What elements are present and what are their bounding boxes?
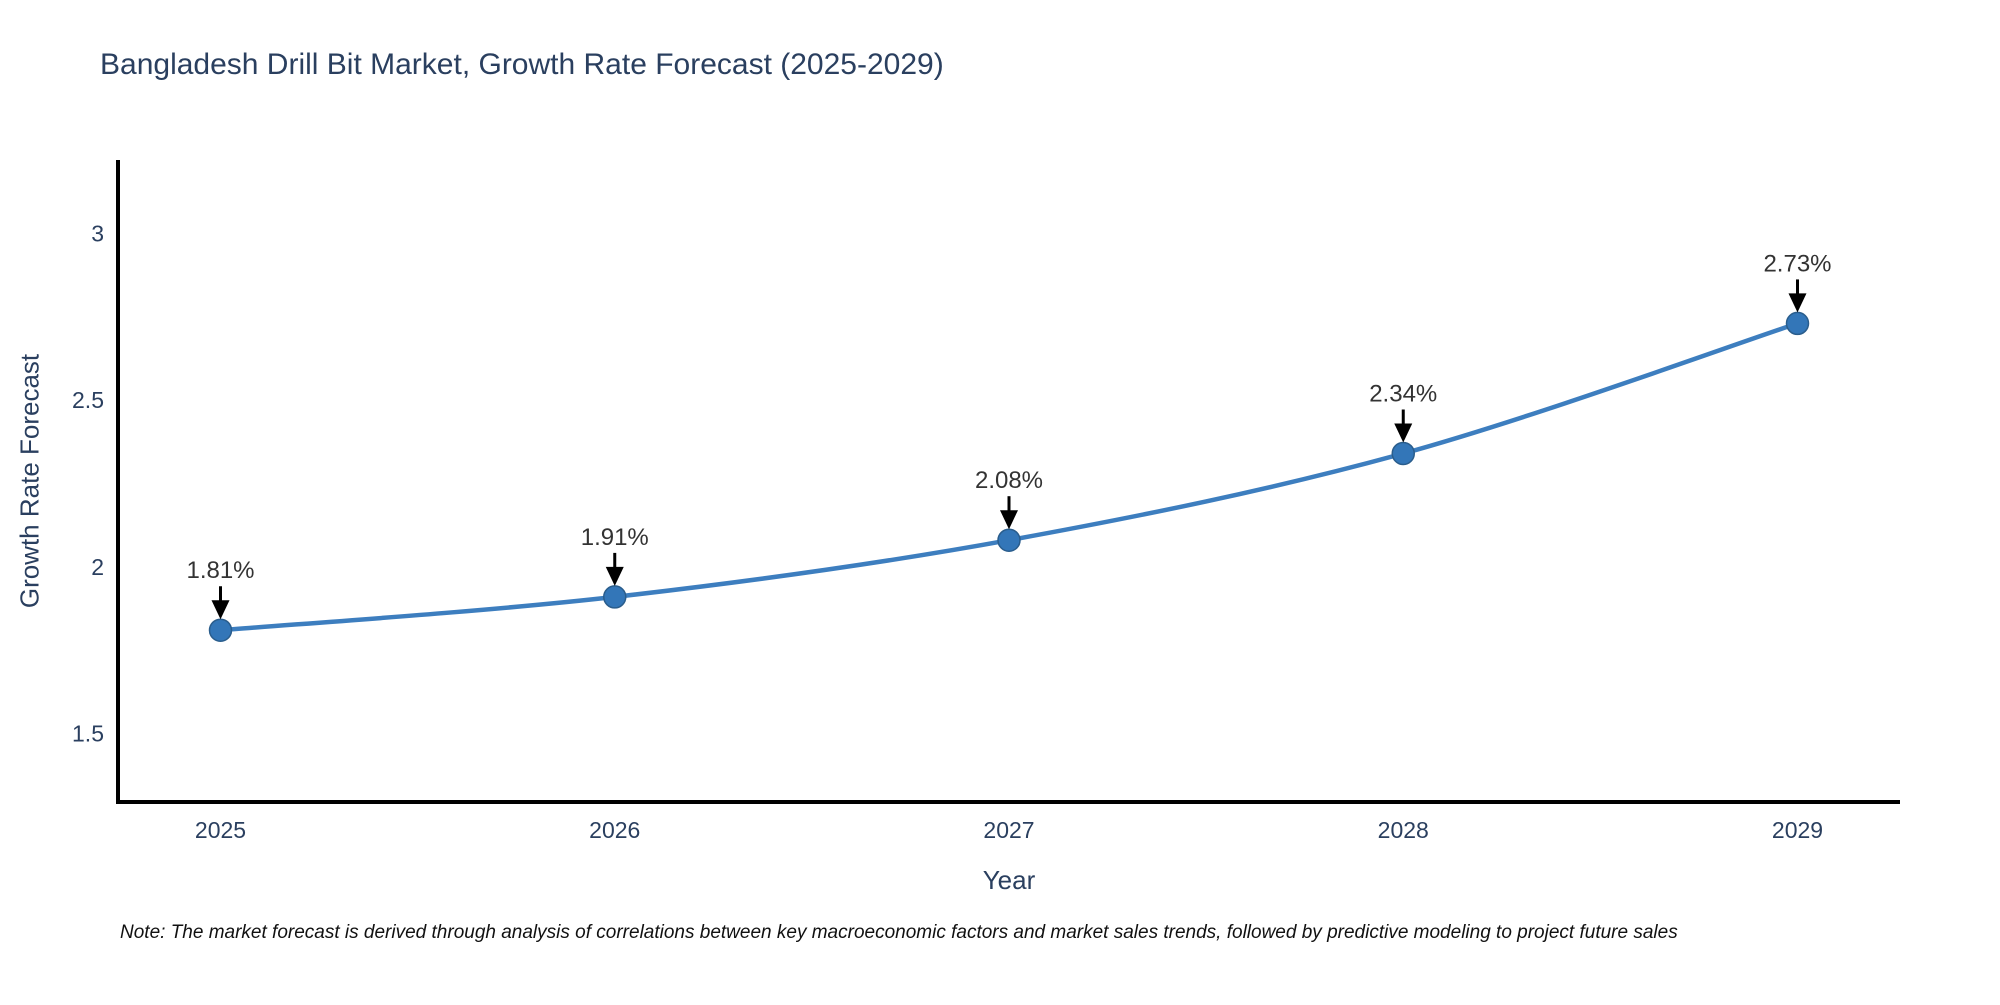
point-value-label: 2.34% (1369, 380, 1437, 407)
chart-title: Bangladesh Drill Bit Market, Growth Rate… (100, 48, 944, 81)
x-tick-label: 2027 (983, 817, 1034, 843)
data-point-marker (603, 585, 627, 609)
point-value-label: 2.08% (975, 467, 1043, 494)
data-point-marker (997, 528, 1021, 552)
y-tick-label: 3 (91, 220, 104, 246)
x-tick-label: 2025 (195, 817, 246, 843)
y-tick-label: 2.5 (72, 387, 104, 413)
data-point-marker (1785, 311, 1810, 336)
annotation-arrowhead (211, 600, 230, 620)
x-axis-title: Year (982, 865, 1036, 895)
x-tick-label: 2028 (1378, 817, 1429, 843)
x-tick-label: 2029 (1772, 817, 1823, 843)
annotation-arrowhead (1394, 423, 1413, 443)
footnote: Note: The market forecast is derived thr… (120, 922, 1678, 943)
data-point-marker (1391, 441, 1415, 466)
x-tick-label: 2026 (589, 817, 640, 843)
annotation-arrowhead (605, 566, 624, 586)
data-point-marker (208, 618, 233, 642)
point-value-label: 2.73% (1763, 250, 1831, 277)
annotation-arrowhead (1788, 293, 1807, 313)
y-tick-label: 2 (91, 554, 104, 580)
point-value-label: 1.81% (186, 557, 254, 584)
y-tick-label: 1.5 (72, 721, 104, 747)
point-value-label: 1.91% (581, 524, 649, 551)
y-axis-title: Growth Rate Forecast (14, 353, 45, 609)
annotation-arrowhead (1000, 510, 1018, 530)
